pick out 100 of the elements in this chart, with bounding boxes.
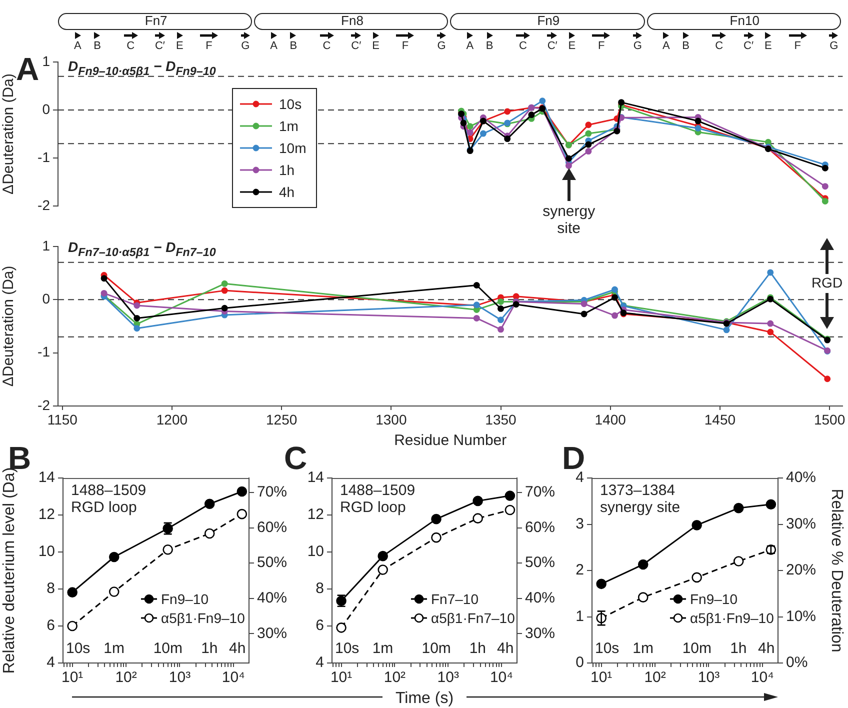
y-tick-label: 0 (42, 100, 50, 117)
text: C′ (154, 40, 166, 52)
annotation: 1m (104, 640, 124, 658)
y2-tick-label: 40% (786, 469, 816, 486)
y-tick-label: 6 (46, 617, 55, 634)
x-tick-label: 10¹ (330, 669, 352, 686)
y-tick-label: -1 (38, 148, 50, 165)
text: E (568, 40, 576, 52)
y-tick-label: 14 (38, 469, 55, 486)
text: G (633, 40, 642, 52)
text: A (270, 40, 278, 52)
y-tick-label: 1 (42, 237, 50, 254)
text: C (518, 40, 527, 52)
text: Fn7 (144, 13, 168, 28)
chart-subtitle: D$_{Fn7–10·α5β1}$ − D$_{Fn7–10}$ (68, 239, 216, 260)
legend-label: 1h (279, 162, 295, 178)
y2-tick-label: 70% (257, 484, 288, 501)
annotation: synergy site (542, 203, 596, 237)
annotation: 4h (497, 640, 514, 658)
y-tick-label: 12 (38, 506, 55, 524)
chart-subtitle: D$_{Fn9–10·α5β1}$ − D$_{Fn9–10}$ (68, 58, 216, 79)
x-tick-label: 1150 (47, 411, 78, 428)
y-tick-label: 4 (316, 654, 324, 672)
annotation: 1h (201, 640, 218, 658)
legend-label: α5β1·Fn7–10 (431, 610, 515, 626)
text: F (402, 40, 409, 52)
x-tick-label: 10¹ (61, 669, 84, 686)
annotation: 1373–1384 synergy site (600, 482, 680, 516)
annotation: 10m (153, 640, 182, 658)
chart-title: A (16, 51, 40, 87)
y2-tick-label: 50% (525, 554, 556, 572)
y-tick-label: 1 (42, 52, 50, 69)
text: E (764, 40, 772, 52)
legend-label: 10s (279, 96, 302, 112)
y-tick-label: -1 (38, 344, 50, 360)
annotation: 1488–1509 RGD loop (340, 482, 416, 516)
y2-tick-label: 70% (525, 484, 556, 501)
annotation: RGD (811, 274, 843, 291)
y2-tick-label: 40% (525, 590, 556, 607)
x-tick-label: 10² (644, 669, 666, 686)
text: A (466, 40, 474, 52)
text: F (206, 40, 212, 52)
chart-title: C (284, 440, 308, 476)
x-tick-label: 10³ (437, 669, 459, 686)
y2-tick-label: 30% (257, 624, 288, 642)
x-tick-label: 1400 (594, 411, 626, 428)
text: G (830, 40, 838, 52)
y-axis-title: ΔDeuteration (Da) (0, 74, 18, 194)
text: Fn8 (341, 13, 364, 28)
y-tick-label: 10 (38, 543, 55, 560)
y-tick-label: 2 (576, 562, 584, 579)
legend-label: α5β1·Fn9–10 (161, 610, 245, 626)
text: B (94, 40, 101, 52)
text: B (290, 40, 298, 52)
x-tick-label: 10⁴ (750, 669, 774, 686)
x-tick-label: 10³ (168, 669, 191, 686)
text: A (662, 40, 670, 52)
x-tick-label: 1500 (814, 411, 846, 428)
text: E (372, 40, 380, 52)
annotation: 10m (682, 640, 712, 658)
y-axis-title: ΔDeuteration (Da) (0, 266, 18, 387)
text: C′ (351, 40, 362, 52)
x-axis-title: Time (s) (395, 690, 454, 707)
y-tick-label: -2 (38, 196, 50, 213)
y-tick-label: 0 (576, 654, 584, 672)
y2-tick-label: 10% (786, 608, 816, 625)
annotation: 1h (730, 640, 747, 658)
x-tick-label: 1200 (156, 411, 188, 428)
annotation: 4h (229, 640, 246, 658)
y2-axis-title: Relative % Deuteration (828, 488, 845, 652)
text: C (126, 40, 135, 52)
y2-tick-label: 40% (257, 590, 288, 607)
legend-label: 4h (279, 184, 295, 200)
text: C (715, 40, 724, 52)
y2-tick-label: 20% (786, 562, 816, 579)
x-tick-label: 1450 (704, 411, 736, 428)
annotation: 1488–1509 RGD loop (71, 482, 146, 516)
text: C′ (744, 40, 754, 52)
x-tick-label: 1300 (376, 411, 407, 428)
text: F (794, 40, 801, 52)
x-tick-label: 1250 (266, 411, 298, 428)
text: C (322, 40, 331, 52)
x-tick-label: 10² (384, 669, 406, 686)
legend-label: Fn9–10 (690, 590, 738, 606)
x-tick-label: 10³ (698, 669, 720, 686)
y2-tick-label: 30% (786, 515, 816, 532)
y2-tick-label: 60% (525, 518, 556, 536)
annotation: 10s (595, 640, 620, 658)
y2-tick-label: 50% (257, 554, 288, 572)
y-tick-label: 10 (307, 543, 324, 560)
annotation: 10m (422, 640, 451, 658)
text: Fn10 (730, 13, 760, 28)
legend-label: α5β1·Fn9–10 (690, 610, 774, 626)
text: Fn9 (537, 13, 560, 28)
x-axis-title: Residue Number (394, 432, 507, 450)
y2-tick-label: 60% (257, 518, 288, 536)
text: A (74, 40, 82, 52)
x-tick-label: 10² (115, 669, 137, 686)
y-tick-label: 6 (316, 617, 324, 634)
legend-label: 10m (279, 140, 306, 156)
